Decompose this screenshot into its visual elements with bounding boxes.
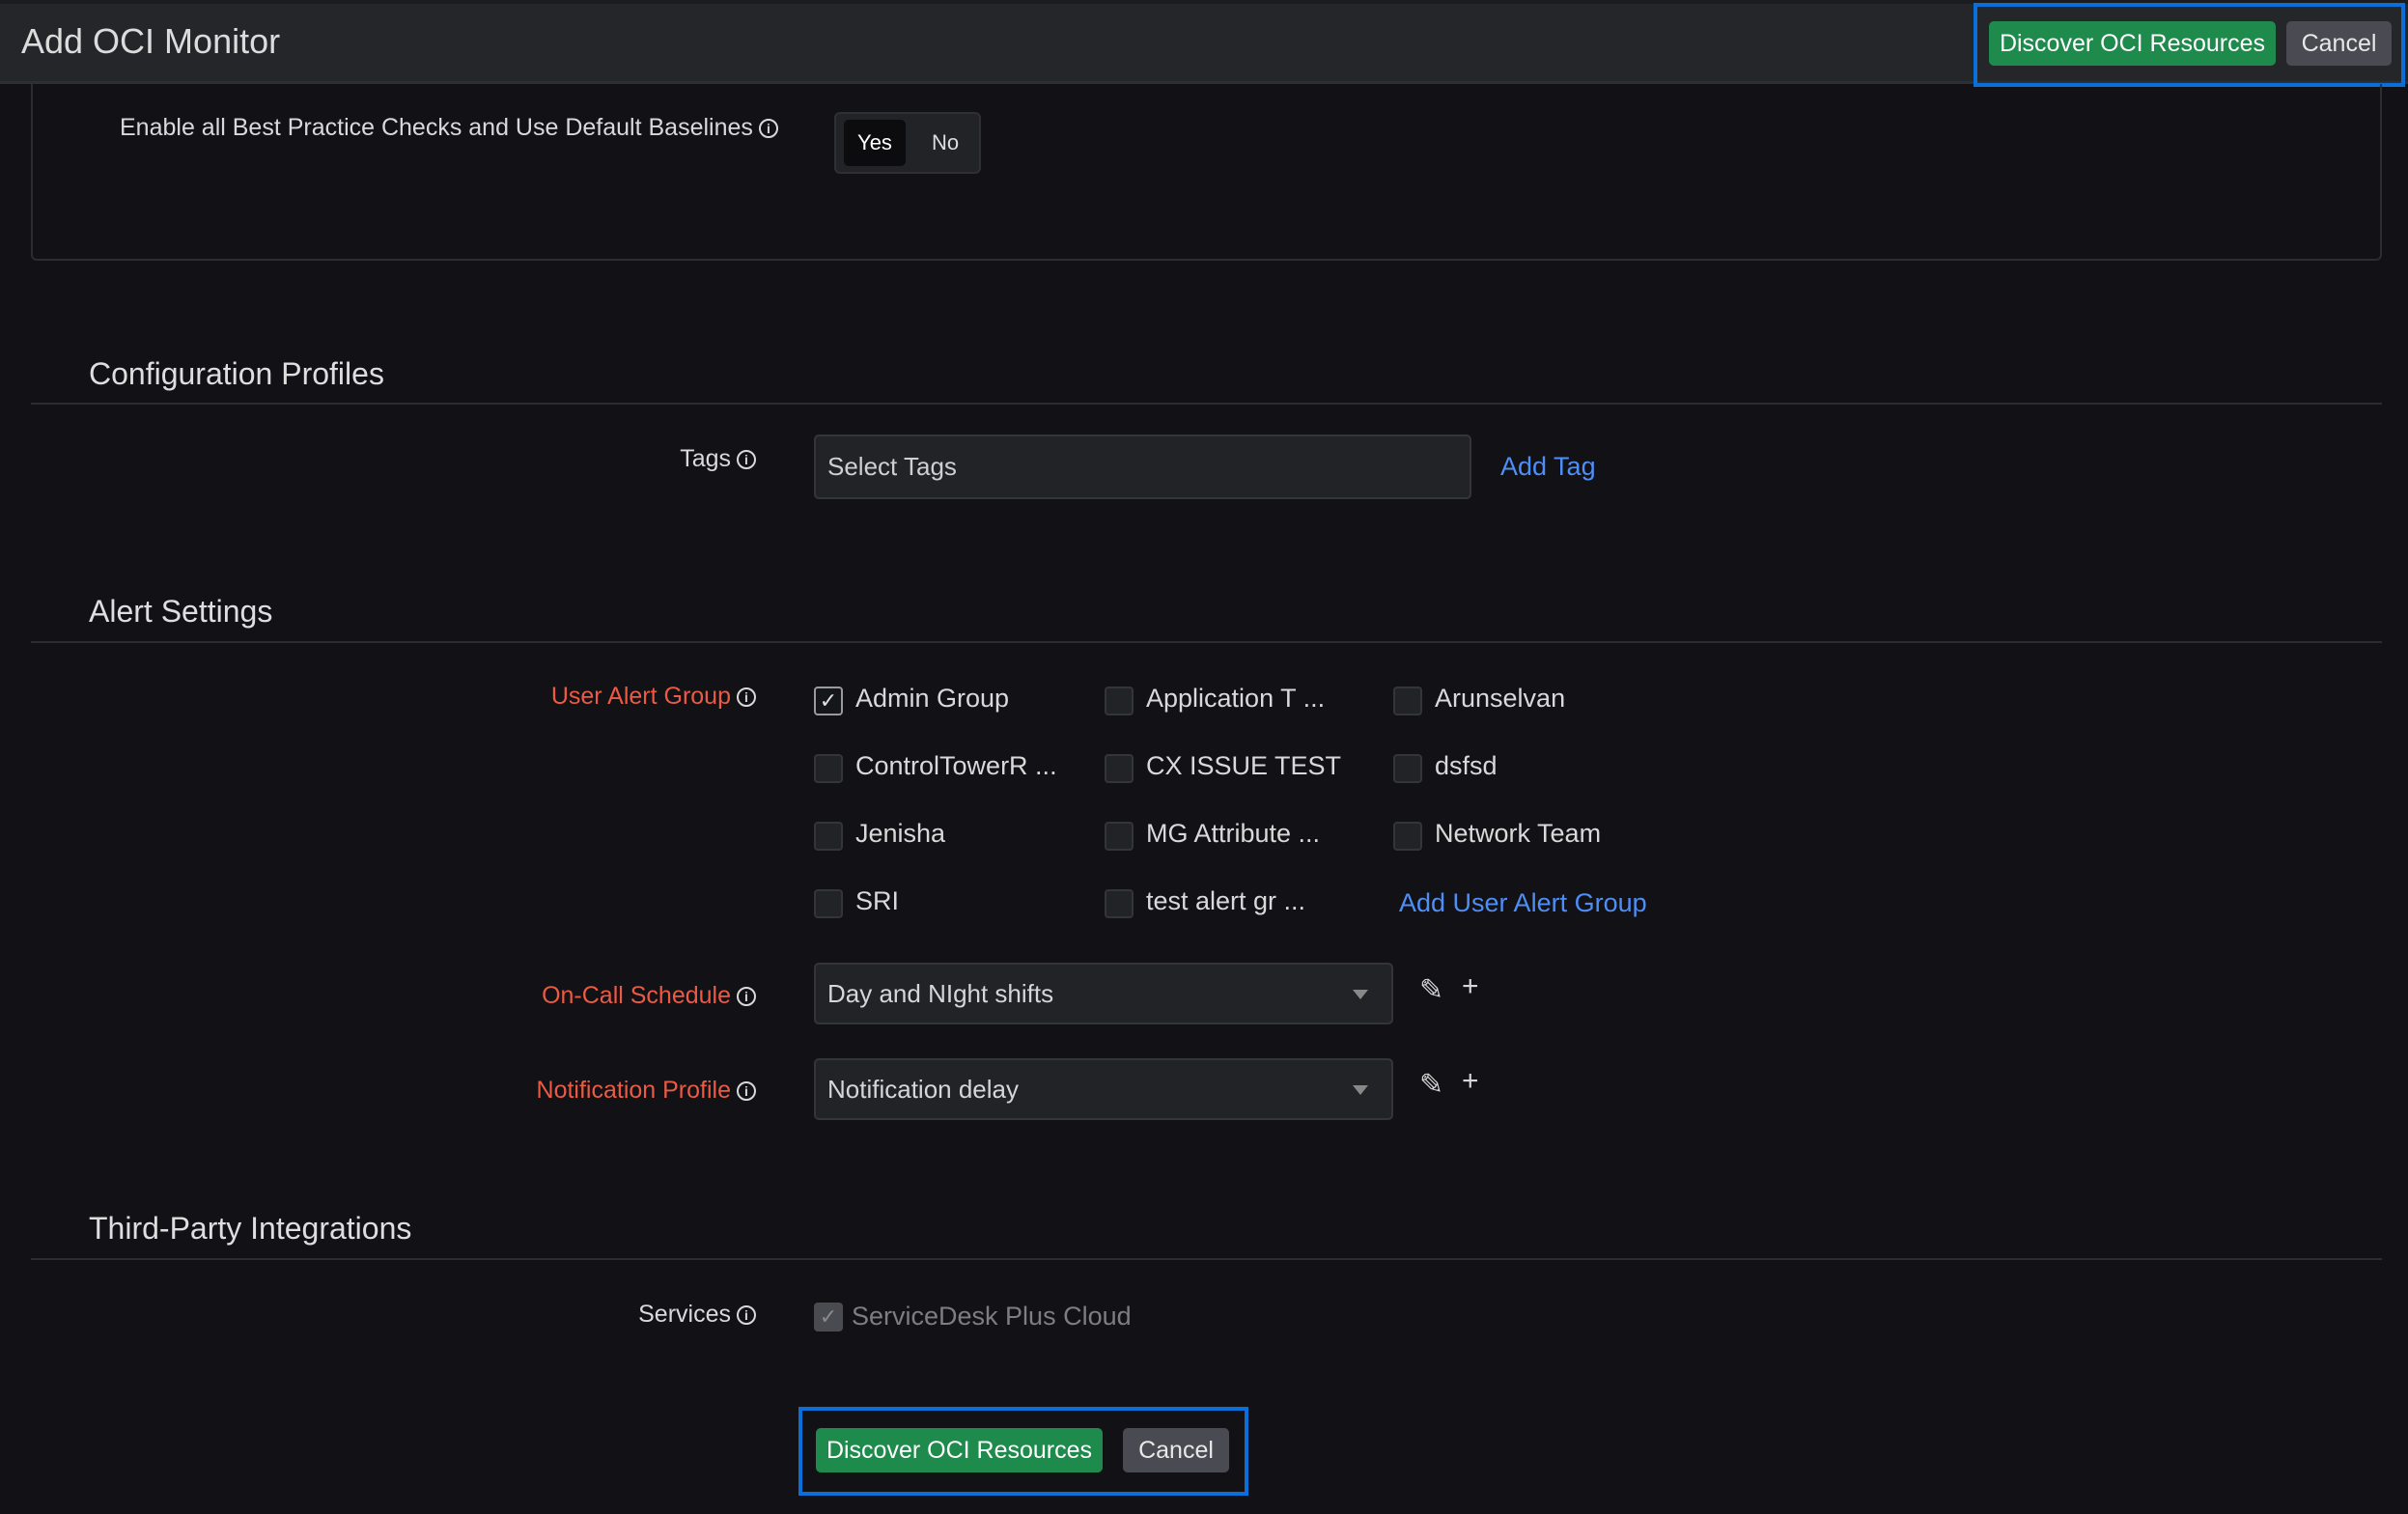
divider [31, 641, 2382, 643]
group-label: SRI [855, 886, 900, 915]
page-title: Add OCI Monitor [21, 21, 281, 61]
info-icon[interactable]: i [737, 1081, 756, 1101]
group-checkbox[interactable] [1393, 754, 1422, 783]
services-label: Services i [0, 1301, 756, 1329]
section-title-config: Configuration Profiles [89, 356, 384, 391]
user-alert-group-text: User Alert Group [550, 683, 731, 710]
section-title-alert: Alert Settings [89, 594, 273, 629]
info-icon[interactable]: i [737, 1305, 756, 1325]
tags-label: Tags i [0, 445, 756, 473]
group-label: CX ISSUE TEST [1146, 751, 1342, 780]
group-checkbox[interactable] [1105, 687, 1134, 715]
add-plus-icon[interactable]: + [1462, 970, 1479, 1002]
group-label: Application T ... [1146, 684, 1326, 713]
add-plus-icon[interactable]: + [1462, 1065, 1479, 1097]
best-practice-label: Enable all Best Practice Checks and Use … [120, 114, 778, 142]
group-label: MG Attribute ... [1146, 819, 1321, 848]
group-label: Jenisha [855, 819, 946, 848]
cancel-button-bottom[interactable]: Cancel [1123, 1428, 1229, 1472]
add-user-alert-group-link[interactable]: Add User Alert Group [1399, 888, 1647, 917]
best-practice-text: Enable all Best Practice Checks and Use … [120, 114, 753, 141]
group-checkbox[interactable] [1105, 822, 1134, 851]
discover-button-top[interactable]: Discover OCI Resources [1989, 21, 2276, 66]
edit-pencil-icon[interactable]: ✎ [1419, 1069, 1444, 1101]
group-checkbox[interactable] [814, 889, 843, 918]
info-icon[interactable]: i [737, 987, 756, 1006]
group-checkbox[interactable] [1393, 822, 1422, 851]
best-practice-toggle[interactable]: Yes No [834, 112, 981, 174]
footer-actions-highlight [798, 1407, 1248, 1496]
group-checkbox[interactable] [814, 822, 843, 851]
best-practice-panel [31, 84, 2382, 261]
tags-select[interactable]: Select Tags [814, 435, 1471, 499]
info-icon[interactable]: i [737, 450, 756, 469]
info-icon[interactable]: i [758, 119, 778, 138]
notification-label-text: Notification Profile [536, 1077, 731, 1104]
tags-label-text: Tags [680, 445, 731, 472]
group-label: dsfsd [1435, 751, 1498, 780]
notification-profile-label: Notification Profile i [0, 1077, 756, 1105]
cancel-button-top[interactable]: Cancel [2286, 21, 2392, 66]
group-label: Admin Group [855, 684, 1010, 713]
group-label: Arunselvan [1435, 684, 1566, 713]
section-title-integrations: Third-Party Integrations [89, 1211, 412, 1246]
add-tag-link[interactable]: Add Tag [1500, 452, 1596, 481]
group-checkbox[interactable] [1393, 687, 1422, 715]
group-checkbox[interactable] [1105, 889, 1134, 918]
info-icon[interactable]: i [737, 687, 756, 707]
servicedesk-checkbox[interactable]: ✓ [814, 1303, 843, 1332]
discover-button-bottom[interactable]: Discover OCI Resources [816, 1428, 1103, 1472]
group-checkbox[interactable]: ✓ [814, 687, 843, 715]
group-label: test alert gr ... [1146, 886, 1306, 915]
divider [31, 1258, 2382, 1260]
group-label: Network Team [1435, 819, 1602, 848]
oncall-label-text: On-Call Schedule [542, 982, 731, 1009]
notification-profile-select[interactable]: Notification delay [814, 1058, 1393, 1120]
group-checkbox[interactable] [814, 754, 843, 783]
services-label-text: Services [638, 1301, 731, 1328]
chevron-down-icon [1353, 1085, 1368, 1095]
user-alert-group-label: User Alert Group i [0, 683, 756, 711]
oncall-schedule-label: On-Call Schedule i [0, 982, 756, 1010]
edit-pencil-icon[interactable]: ✎ [1419, 974, 1444, 1006]
servicedesk-label: ServiceDesk Plus Cloud [852, 1302, 1132, 1331]
oncall-schedule-select[interactable]: Day and NIght shifts [814, 963, 1393, 1024]
group-checkbox[interactable] [1105, 754, 1134, 783]
group-label: ControlTowerR ... [855, 751, 1057, 780]
toggle-yes[interactable]: Yes [844, 120, 906, 166]
notification-value: Notification delay [827, 1074, 1019, 1104]
header-actions-highlight [1974, 3, 2405, 87]
oncall-value: Day and NIght shifts [827, 978, 1054, 1008]
toggle-no[interactable]: No [931, 130, 960, 154]
divider [31, 403, 2382, 405]
chevron-down-icon [1353, 990, 1368, 999]
